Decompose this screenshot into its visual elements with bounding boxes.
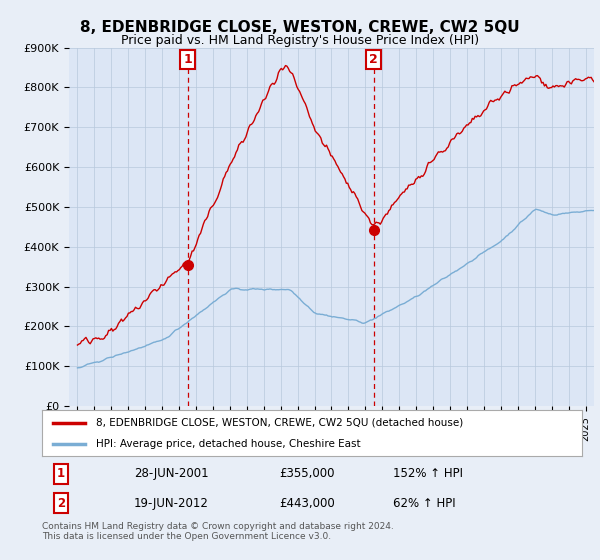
Text: Price paid vs. HM Land Registry's House Price Index (HPI): Price paid vs. HM Land Registry's House …	[121, 34, 479, 46]
Text: Contains HM Land Registry data © Crown copyright and database right 2024.
This d: Contains HM Land Registry data © Crown c…	[42, 522, 394, 542]
Text: £355,000: £355,000	[280, 468, 335, 480]
Text: 19-JUN-2012: 19-JUN-2012	[134, 497, 209, 510]
Text: 28-JUN-2001: 28-JUN-2001	[134, 468, 208, 480]
Text: 8, EDENBRIDGE CLOSE, WESTON, CREWE, CW2 5QU: 8, EDENBRIDGE CLOSE, WESTON, CREWE, CW2 …	[80, 20, 520, 35]
Text: 62% ↑ HPI: 62% ↑ HPI	[393, 497, 455, 510]
Text: 2: 2	[370, 53, 378, 66]
Text: 1: 1	[57, 468, 65, 480]
Text: £443,000: £443,000	[280, 497, 335, 510]
Text: 2: 2	[57, 497, 65, 510]
Text: 152% ↑ HPI: 152% ↑ HPI	[393, 468, 463, 480]
Text: 1: 1	[183, 53, 192, 66]
Text: 8, EDENBRIDGE CLOSE, WESTON, CREWE, CW2 5QU (detached house): 8, EDENBRIDGE CLOSE, WESTON, CREWE, CW2 …	[96, 418, 463, 428]
Text: HPI: Average price, detached house, Cheshire East: HPI: Average price, detached house, Ches…	[96, 439, 361, 449]
